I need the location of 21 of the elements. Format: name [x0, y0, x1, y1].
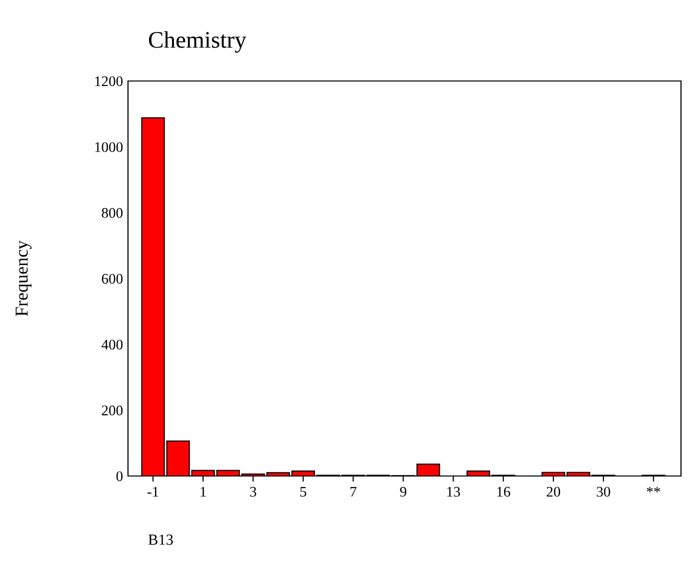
y-axis-title: Frequency: [16, 240, 32, 316]
text: B13: [148, 534, 173, 545]
x-tick-label: 5: [300, 486, 306, 497]
x-tick-label: 3: [250, 486, 256, 497]
x-tick-label: 9: [400, 486, 406, 497]
x-tick-label: 13: [447, 486, 460, 497]
y-tick-label: 600: [102, 274, 123, 284]
y-tick-label: 400: [102, 340, 123, 350]
chart-title: Chemistry: [148, 31, 246, 53]
x-tick-label: 1: [200, 486, 206, 497]
y-tick-label: 200: [102, 406, 123, 416]
x-tick-label: 16: [497, 486, 510, 497]
y-tick-label: 800: [102, 208, 123, 218]
x-tick-label: 20: [546, 486, 560, 497]
y-tick-label: 0: [116, 471, 123, 482]
x-tick-label: -1: [147, 486, 158, 497]
x-tick-label: 30: [596, 486, 610, 497]
y-tick-label: 1000: [95, 142, 123, 152]
x-tick-label: 7: [350, 486, 356, 497]
x-tick-label: **: [646, 486, 660, 492]
y-tick-label: 1200: [95, 76, 123, 86]
